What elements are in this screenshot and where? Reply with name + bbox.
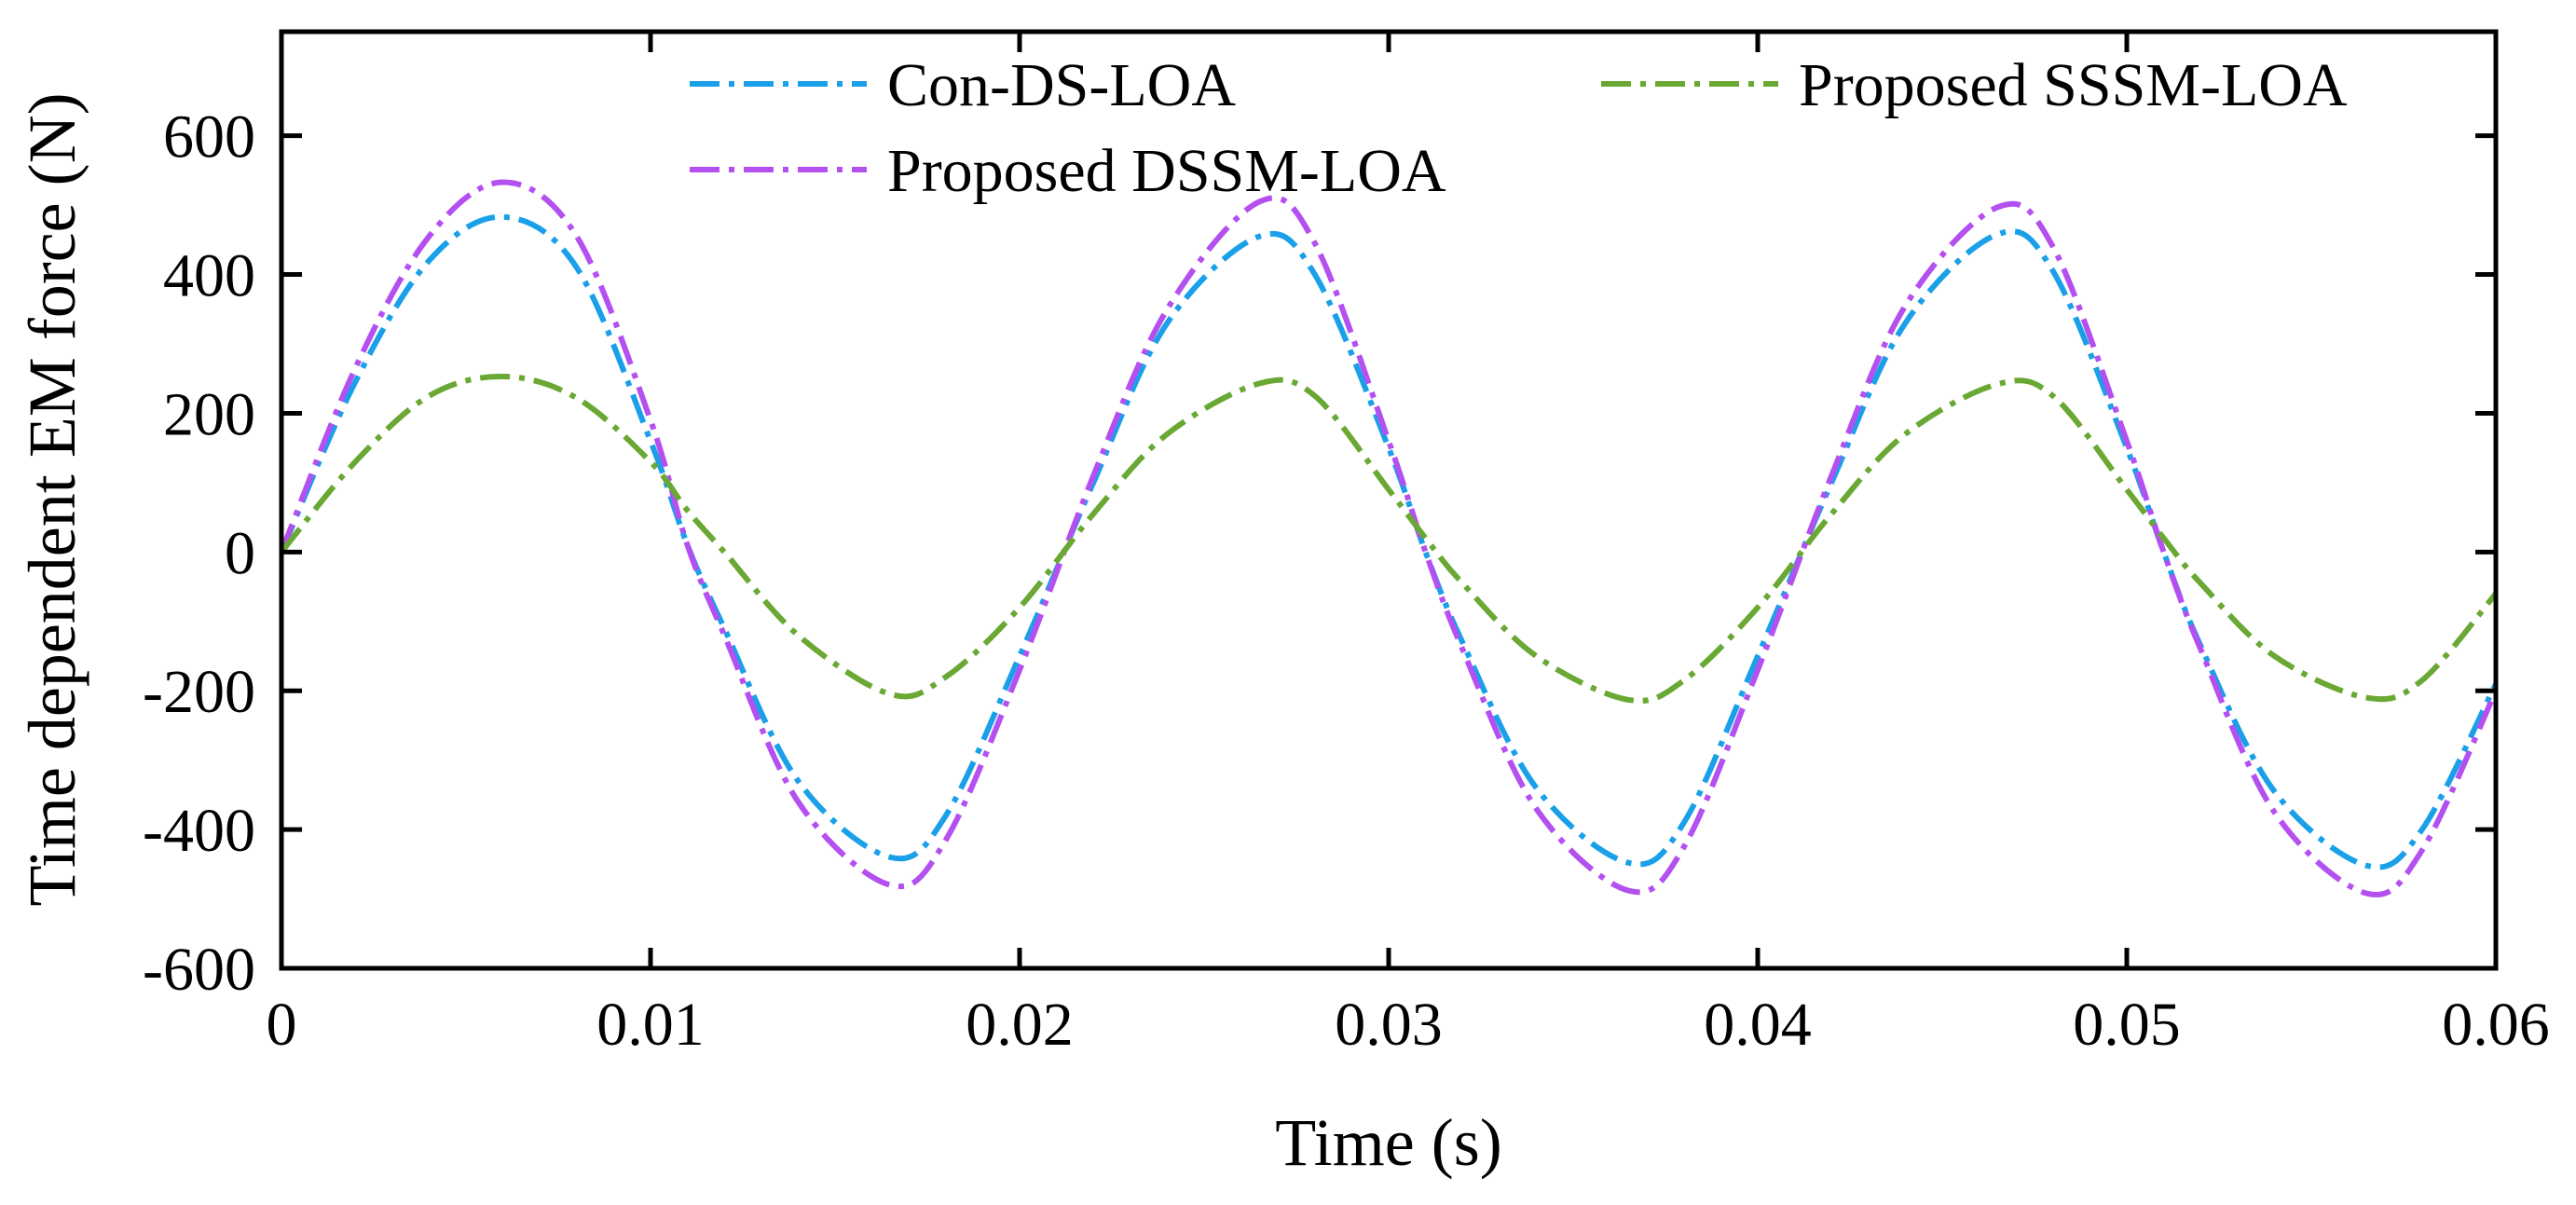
legend-label-proposed-sssm-loa: Proposed SSSM-LOA	[1799, 51, 2348, 119]
x-tick-label: 0.01	[596, 991, 705, 1059]
y-tick-label: -600	[143, 936, 255, 1004]
y-tick-label: -400	[143, 797, 255, 865]
y-tick-label: 200	[163, 380, 255, 448]
x-tick-label: 0.02	[966, 991, 1074, 1059]
legend-label-con-ds-loa: Con-DS-LOA	[887, 51, 1236, 119]
ticks-layer: 0 0.01 0.02 0.03 0.04 0.05 0.06 -600 -400 -200 0 20…	[143, 32, 2550, 1059]
x-tick-label: 0	[267, 991, 297, 1059]
y-tick-label: -200	[143, 658, 255, 726]
y-tick-label: 600	[163, 103, 255, 171]
legend-label-proposed-dssm-loa: Proposed DSSM-LOA	[887, 137, 1446, 205]
x-tick-label: 0.03	[1335, 991, 1443, 1059]
y-axis-label: Time dependent EM force (N)	[15, 92, 89, 906]
y-tick-label: 400	[163, 242, 255, 310]
x-tick-label: 0.05	[2073, 991, 2181, 1059]
y-tick-label: 0	[225, 519, 255, 587]
x-tick-label: 0.06	[2442, 991, 2550, 1059]
series-line-proposed-sssm-loa	[281, 373, 2496, 704]
series-line-proposed-dssm-loa	[281, 179, 2496, 897]
series-layer	[281, 179, 2496, 897]
x-tick-label: 0.04	[1704, 991, 1812, 1059]
x-axis-label: Time (s)	[1275, 1105, 1501, 1180]
legend: Con-DS-LOA Proposed DSSM-LOA Proposed SSSM…	[690, 51, 2348, 205]
